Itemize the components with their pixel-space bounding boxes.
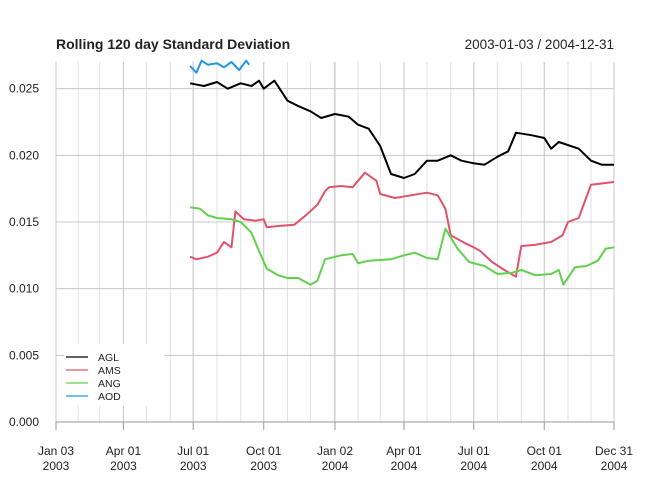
x-tick-label-year: 2003 (250, 459, 277, 473)
y-tick-label: 0.000 (9, 415, 39, 429)
x-tick-label-year: 2004 (531, 459, 558, 473)
x-tick-label-month: Dec 31 (595, 444, 633, 458)
date-range-label: 2003-01-03 / 2004-12-31 (465, 37, 614, 52)
x-tick-label-month: Jan 03 (38, 444, 74, 458)
y-tick-label: 0.005 (9, 348, 39, 362)
x-tick-label-month: Jul 01 (177, 444, 209, 458)
x-tick-label-month: Oct 01 (246, 444, 282, 458)
x-tick-label-month: Oct 01 (527, 444, 563, 458)
legend-label-ang: ANG (98, 378, 121, 390)
x-tick-label-year: 2003 (43, 459, 70, 473)
x-tick-label-year: 2003 (110, 459, 137, 473)
legend-label-ams: AMS (98, 365, 121, 377)
x-tick-label-year: 2004 (460, 459, 487, 473)
series-line-aod (189, 59, 250, 74)
grid (55, 62, 615, 423)
chart-title: Rolling 120 day Standard Deviation (56, 36, 290, 52)
x-tick-label-month: Jul 01 (458, 444, 490, 458)
series-line-agl (189, 79, 614, 179)
x-tick-label-year: 2004 (601, 459, 628, 473)
x-tick-label-year: 2004 (391, 459, 418, 473)
x-tick-label-year: 2003 (180, 459, 207, 473)
legend-label-aod: AOD (98, 391, 121, 403)
x-tick-label-month: Apr 01 (386, 444, 422, 458)
series-line-ams (189, 171, 615, 278)
y-tick-label: 0.015 (9, 215, 39, 229)
y-tick-label: 0.010 (9, 282, 39, 296)
y-tick-label: 0.020 (9, 148, 39, 162)
legend-label-agl: AGL (98, 352, 119, 364)
x-tick-label-month: Apr 01 (106, 444, 142, 458)
series-line-ang (189, 206, 615, 286)
x-tick-label-month: Jan 02 (317, 444, 353, 458)
y-tick-label: 0.025 (9, 82, 39, 96)
series-lines (189, 59, 615, 286)
x-tick-label-year: 2004 (322, 459, 349, 473)
